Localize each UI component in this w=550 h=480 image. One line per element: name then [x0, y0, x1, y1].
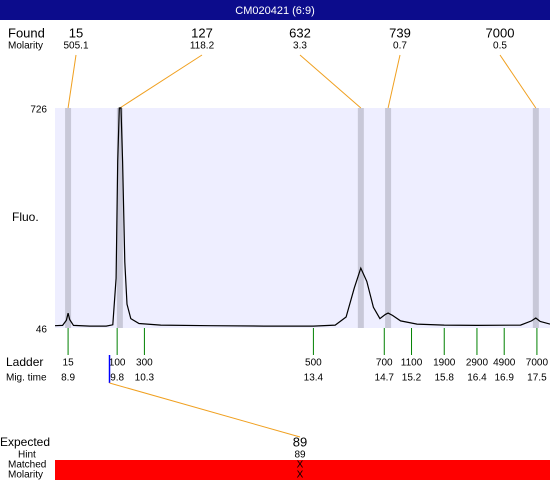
- matched-label: Matched: [8, 460, 46, 471]
- ladder-time: 16.4: [467, 373, 487, 384]
- ladder-size: 100: [109, 358, 126, 369]
- found-size: 632: [289, 25, 311, 40]
- found-size: 15: [69, 25, 83, 40]
- molarity-label: Molarity: [8, 41, 43, 52]
- plot-area: [55, 108, 550, 328]
- title-bar: [0, 0, 550, 20]
- found-label: Found: [8, 25, 45, 40]
- title: CM020421 (6:9): [235, 5, 315, 17]
- peak-band: [532, 108, 539, 328]
- mig-time-label: Mig. time: [6, 373, 47, 384]
- peak-band: [116, 108, 123, 328]
- expected-connector: [109, 382, 301, 438]
- y-tick-label: 726: [30, 105, 47, 116]
- expected-label: Expected: [0, 435, 50, 449]
- ladder-time: 8.9: [61, 373, 75, 384]
- ladder-label: Ladder: [6, 355, 43, 369]
- found-molarity: 118.2: [190, 41, 215, 52]
- ladder-time: 9.8: [110, 373, 124, 384]
- ladder-time: 13.4: [304, 373, 324, 384]
- expected-value: 89: [293, 434, 307, 449]
- matched-bar: [55, 460, 550, 480]
- peak-connector: [387, 54, 401, 109]
- found-size: 739: [389, 25, 411, 40]
- found-molarity: 3.3: [293, 41, 307, 52]
- found-molarity: 0.5: [493, 41, 507, 52]
- ladder-size: 500: [305, 358, 322, 369]
- peak-connector: [499, 54, 537, 109]
- ladder-size: 700: [376, 358, 393, 369]
- matched-value: X: [297, 460, 304, 471]
- ladder-size: 4900: [493, 358, 516, 369]
- ladder-size: 1900: [433, 358, 456, 369]
- ladder-size: 1100: [401, 358, 423, 369]
- peak-connector: [119, 54, 203, 109]
- peak-band: [65, 108, 72, 328]
- ladder-time: 15.2: [402, 373, 422, 384]
- ladder-size: 7000: [526, 358, 549, 369]
- ladder-time: 16.9: [494, 373, 514, 384]
- found-size: 7000: [486, 25, 515, 40]
- y-tick-label: 46: [36, 325, 48, 336]
- molarity-value: X: [297, 470, 304, 480]
- ladder-time: 17.5: [527, 373, 547, 384]
- hint-label: Hint: [18, 450, 36, 461]
- found-molarity: 505.1: [63, 41, 88, 52]
- found-size: 127: [191, 25, 213, 40]
- ladder-size: 15: [63, 358, 75, 369]
- ladder-time: 14.7: [375, 373, 395, 384]
- peak-connector: [299, 54, 362, 109]
- trace: [54, 107, 550, 327]
- ladder-time: 10.3: [135, 373, 155, 384]
- found-molarity: 0.7: [393, 41, 407, 52]
- y-label: Fluo.: [12, 210, 39, 224]
- molarity-row-label: Molarity: [8, 470, 43, 480]
- peak-band: [385, 108, 392, 328]
- peak-connector: [67, 54, 77, 109]
- ladder-size: 300: [136, 358, 153, 369]
- ladder-time: 15.8: [435, 373, 455, 384]
- hint-value: 89: [294, 450, 306, 461]
- peak-band: [357, 108, 364, 328]
- ladder-size: 2900: [466, 358, 489, 369]
